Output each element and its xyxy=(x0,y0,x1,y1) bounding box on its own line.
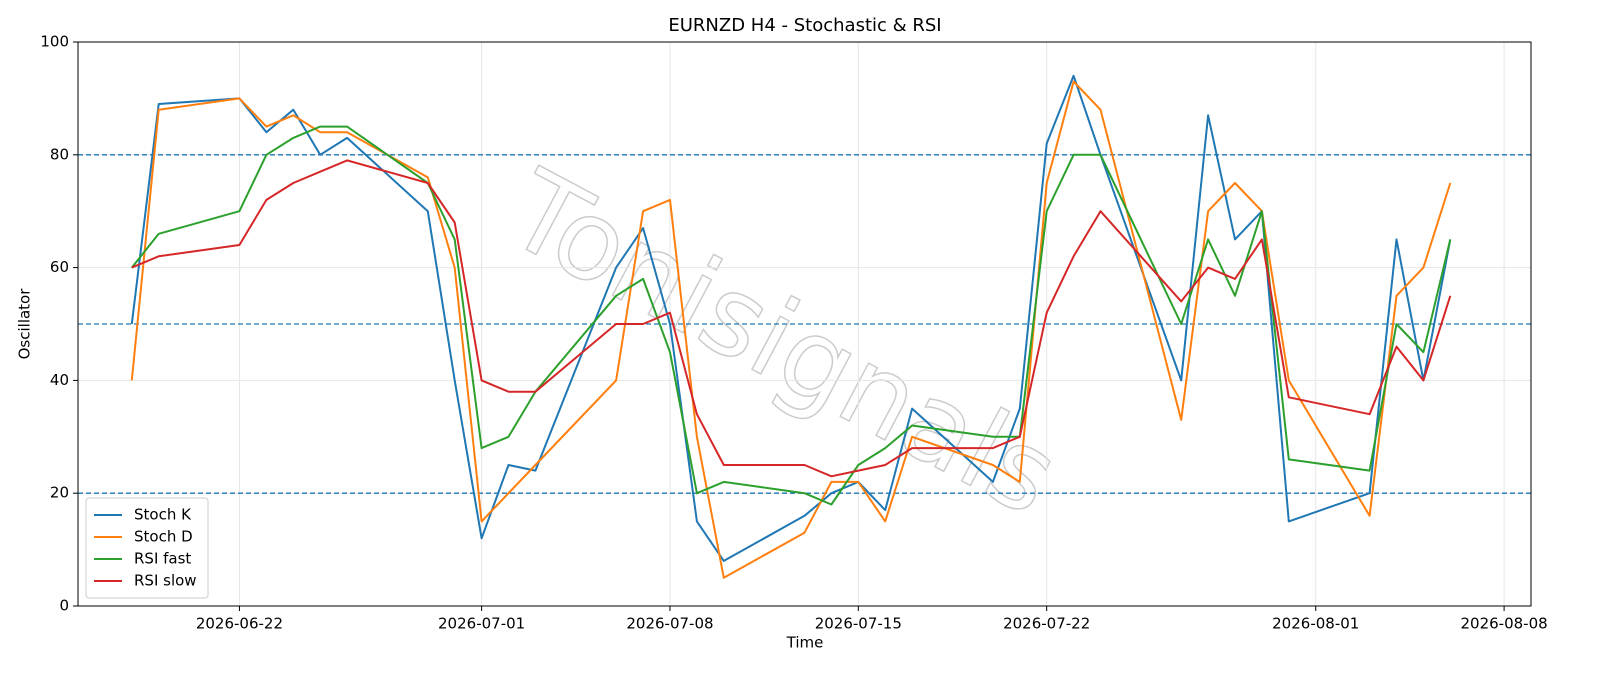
series-line xyxy=(130,74,1452,562)
y-tick-label: 40 xyxy=(50,371,69,389)
series-line xyxy=(130,80,1452,579)
y-axis-label: Oscillator xyxy=(16,288,34,360)
legend-label: Stoch D xyxy=(134,528,193,546)
y-tick-label: 80 xyxy=(50,145,69,163)
plot-frame xyxy=(77,41,1532,607)
legend: Stoch K Stoch D RSI fast RSI slow xyxy=(85,497,209,599)
legend-label: RSI fast xyxy=(134,550,191,568)
x-tick-label: 2026-06-22 xyxy=(196,615,283,633)
legend-label: RSI slow xyxy=(134,572,197,590)
series-line xyxy=(131,125,1452,506)
x-axis-label: Time xyxy=(786,634,824,652)
y-tick-label: 100 xyxy=(40,33,69,51)
x-tick-label: 2026-07-15 xyxy=(815,615,902,633)
x-tick-label: 2026-07-01 xyxy=(438,615,525,633)
y-tick-label: 0 xyxy=(59,597,69,615)
x-tick-label: 2026-08-01 xyxy=(1272,615,1359,633)
chart-title: EURNZD H4 - Stochastic & RSI xyxy=(668,15,941,36)
series-line xyxy=(131,159,1452,478)
y-tick-label: 20 xyxy=(50,484,69,502)
legend-box xyxy=(85,497,209,599)
x-tick-label: 2026-07-22 xyxy=(1003,615,1090,633)
x-tick-label: 2026-08-08 xyxy=(1460,615,1547,633)
y-tick-label: 60 xyxy=(50,258,69,276)
legend-label: Stoch K xyxy=(134,506,192,524)
x-tick-label: 2026-07-08 xyxy=(626,615,713,633)
